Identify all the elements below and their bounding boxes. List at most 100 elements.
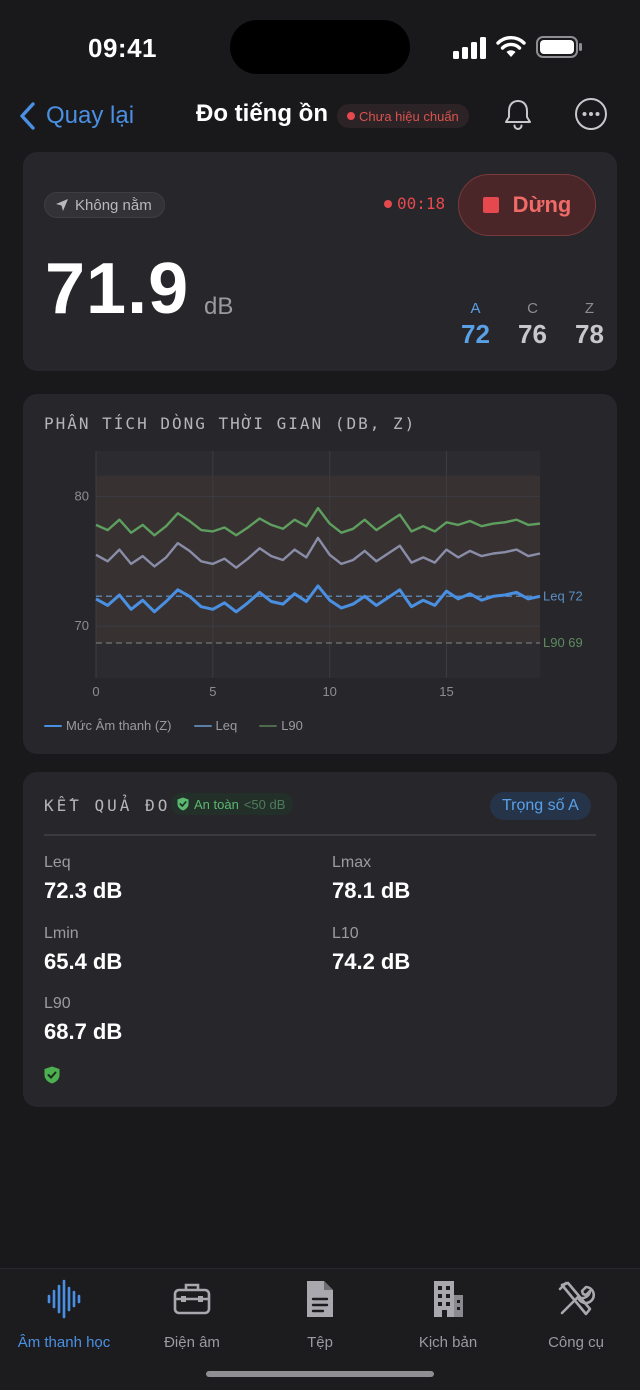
document-icon [307,1281,333,1317]
status-bar: 09:41 [0,0,640,94]
chevron-left-icon [20,102,35,130]
results-title: KẾT QUẢ ĐO [44,796,171,815]
time-series-chart: 0 5 10 15 80 70 Leq 72 L90 69 [75,451,583,699]
divider [44,834,596,836]
legend-label: Mức Âm thanh (Z) [66,718,172,733]
bell-icon[interactable] [500,96,536,132]
more-options-icon[interactable] [573,96,609,132]
tab-label: Âm thanh học [17,1334,111,1351]
series-line-l90 [95,506,541,537]
safety-threshold: <50 dB [243,796,286,812]
metric-label: Lmax [332,854,372,871]
metric-value: 72.3 dB [44,878,123,903]
x-tick-label: 0 [92,684,99,699]
status-dot [347,112,355,120]
back-label: Quay lại [46,102,135,129]
metric-value: 65.4 dB [44,949,123,974]
stop-button[interactable]: Dừng [458,174,596,236]
legend-swatch [44,724,62,727]
x-tick-label: 15 [439,684,453,699]
recording-dot [384,199,392,208]
legend-label: Leq [215,718,238,733]
calibration-status-badge: Chưa hiệu chuẩn [337,104,469,128]
weighting-label: A [470,300,481,317]
page-title: Đo tiếng ồn [196,100,328,127]
tools-icon [558,1281,595,1316]
location-arrow-icon [56,199,68,211]
shield-check-icon [177,797,189,811]
battery-icon [536,36,582,58]
tab-tools[interactable]: Công cụ [512,1279,640,1351]
weighting-value: 76 [518,319,547,349]
metric-value: 78.1 dB [332,878,411,903]
shield-check-icon [44,1066,60,1084]
cellular-signal-icon [453,37,486,59]
series-line-leq [95,536,541,569]
sound-level-value: 71.9 [45,249,190,329]
status-time: 09:41 [88,33,157,63]
wifi-icon [496,36,526,57]
range-band [96,475,540,643]
home-indicator[interactable] [206,1371,434,1377]
weighting-label: C [527,300,538,317]
legend-item-l90: L90 [259,718,303,733]
waveform-icon [47,1279,81,1319]
location-label: Không nằm [75,196,152,214]
reference-label-l90: L90 69 [543,635,583,650]
metric-leq: Leq 72.3 dB [44,854,122,904]
metric-value: 74.2 dB [332,949,411,974]
metric-lmax: Lmax 78.1 dB [332,854,410,904]
toolbox-icon [173,1283,211,1315]
legend-item-level: Mức Âm thanh (Z) [44,718,172,733]
tab-label: Kịch bản [418,1334,478,1351]
elapsed-time: 00:18 [397,194,446,213]
back-button[interactable]: Quay lại [18,94,134,138]
metric-label: L90 [44,995,71,1012]
weighting-z: Z 78 [561,300,618,350]
metric-l90: L90 68.7 dB [44,995,122,1045]
sound-level-meter-card: Không nằm 00:18 Dừng 71.9 dB A 72 C 76 Z… [23,152,617,371]
recording-timer: 00:18 [384,194,445,213]
legend-swatch [193,724,212,727]
metric-label: L10 [332,925,359,942]
legend-swatch [259,724,278,727]
stop-label: Dừng [512,192,572,217]
time-series-chart-card: PHÂN TÍCH DÒNG THỜI GIAN (DB, Z) 0 5 10 15 8… [23,394,617,754]
safety-label: An toàn [194,796,239,812]
legend-label: L90 [281,718,303,733]
metric-label: Lmin [44,925,79,942]
safety-badge: An toàn <50 dB [171,793,294,815]
x-tick-label: 5 [209,684,216,699]
weighting-label: Z [584,300,595,317]
weighting-value: 72 [461,319,490,349]
calibration-badge-label: Chưa hiệu chuẩn [359,108,459,124]
location-chip[interactable]: Không nằm [44,192,165,218]
stop-icon [482,197,499,213]
x-tick-label: 10 [322,684,336,699]
series-line-level [95,584,541,614]
metric-label: Leq [44,854,71,871]
weighting-a: A 72 [447,300,504,350]
chart-legend: Mức Âm thanh (Z) Leq L90 [44,718,303,733]
reference-label-leq: Leq 72 [543,588,583,603]
metric-value: 68.7 dB [44,1019,123,1044]
navigation-bar: Quay lại Đo tiếng ồn Chưa hiệu chuẩn [0,94,640,138]
metric-lmin: Lmin 65.4 dB [44,925,122,975]
y-tick-label: 80 [75,488,89,503]
measurement-results-card: KẾT QUẢ ĐO An toàn <50 dB Trọng số A Leq… [23,772,617,1107]
dynamic-island [230,20,410,74]
tab-scenarios[interactable]: Kịch bản [384,1279,512,1351]
tab-electroacoustics[interactable]: Điện âm [128,1279,256,1351]
weighting-readouts: A 72 C 76 Z 78 [447,300,618,350]
y-tick-label: 70 [75,618,89,633]
tab-files[interactable]: Tệp [256,1279,384,1351]
sound-level-unit: dB [204,293,234,320]
tab-label: Công cụ [548,1334,604,1351]
tab-label: Tệp [307,1334,333,1351]
weighting-selector-button[interactable]: Trọng số A [490,792,591,820]
tab-label: Điện âm [164,1334,220,1351]
weighting-c: C 76 [504,300,561,350]
chart-title: PHÂN TÍCH DÒNG THỜI GIAN (DB, Z) [44,414,417,433]
tab-acoustics[interactable]: Âm thanh học [0,1279,128,1351]
weighting-value: 78 [575,319,604,349]
